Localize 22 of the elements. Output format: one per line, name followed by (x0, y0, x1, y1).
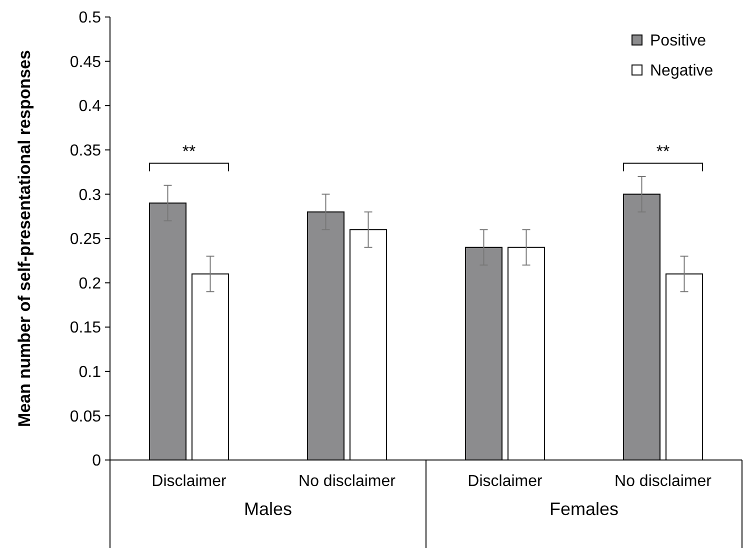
y-axis-title: Mean number of self-presentational responses (15, 50, 34, 427)
y-tick-label: 0.45 (70, 54, 102, 71)
x-tick-label: Disclaimer (468, 473, 544, 490)
x-tick-label: Disclaimer (152, 473, 228, 490)
y-tick-label: 0.4 (78, 98, 102, 116)
annotation: ** (182, 142, 196, 162)
y-tick-label: 0.25 (70, 231, 102, 248)
text: Females (549, 499, 619, 519)
legend-label: Positive (650, 32, 706, 50)
legend-label: Negative (650, 62, 714, 80)
y-tick-label: 0 (92, 452, 102, 470)
x-tick-label: No disclaimer (614, 473, 712, 490)
y-tick-label: 0.15 (70, 320, 102, 337)
x-tick-label: No disclaimer (298, 473, 396, 490)
y-tick-label: 0.5 (78, 10, 102, 27)
y-tick-label: 0.3 (78, 186, 102, 204)
y-tick-label: 0.2 (78, 275, 102, 292)
y-tick-label: 0.05 (70, 408, 102, 426)
y-tick-label: 0.35 (70, 142, 102, 160)
y-tick-label: 0.1 (78, 364, 102, 381)
text: Males (244, 499, 292, 519)
annotation: ** (656, 142, 670, 162)
